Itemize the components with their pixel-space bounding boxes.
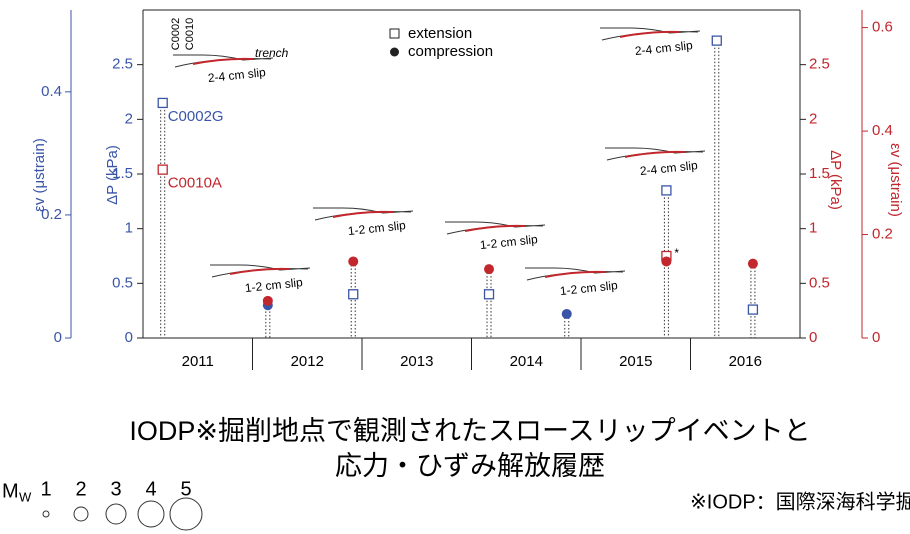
point <box>747 258 758 269</box>
y-tick-label: 1 <box>125 220 133 237</box>
mw-label: 4 <box>145 478 156 500</box>
legend-label: extension <box>408 25 472 42</box>
point <box>157 97 168 109</box>
legend-marker <box>390 47 399 57</box>
point <box>348 256 359 267</box>
y-axis-title: εv (μstrain) <box>31 138 48 212</box>
x-tick-label: 2011 <box>182 353 214 370</box>
inset-slip <box>332 210 394 218</box>
y2-tick-label: 0 <box>809 329 817 346</box>
mw-circle <box>42 510 50 518</box>
y-tick-label: 0.5 <box>112 274 133 291</box>
y2-tick-label: 2 <box>809 110 817 127</box>
y-tick-label: 0 <box>125 329 133 346</box>
inset-label: C0002 <box>170 18 182 50</box>
inset-slip <box>544 270 606 278</box>
inset-label: 1-2 cm slip <box>559 278 618 298</box>
inset-label: 2-4 cm slip <box>207 65 266 85</box>
inset-slip <box>624 150 686 158</box>
y2-tick-label: 1 <box>809 220 817 237</box>
annotation: * <box>674 246 679 260</box>
x-tick-label: 2013 <box>400 353 433 370</box>
legend-label: compression <box>408 43 493 60</box>
strain-tick-label: 0.6 <box>872 19 893 36</box>
point <box>661 256 672 267</box>
inset-label: 1-2 cm slip <box>479 232 538 252</box>
strain-tick-label: 0.2 <box>41 206 62 223</box>
series-label: C0002G <box>168 108 224 125</box>
mw-label: 1 <box>40 478 51 500</box>
y-axis-title: ΔP (kPa) <box>104 145 121 205</box>
mw-circle <box>137 500 165 528</box>
point <box>747 304 759 315</box>
y-tick-label: 2 <box>125 110 133 127</box>
x-tick-label: 2014 <box>510 353 543 370</box>
point <box>561 308 572 319</box>
mw-label: 3 <box>110 478 121 500</box>
inset-label: C0010 <box>184 18 196 50</box>
mw-circle <box>169 497 203 531</box>
x-tick-label: 2016 <box>729 353 762 370</box>
inset-label: 2-4 cm slip <box>639 158 698 178</box>
mw-circle <box>73 506 89 522</box>
mw-subscript: W <box>19 489 32 504</box>
inset-slip <box>192 57 254 65</box>
caption-line: 応力・ひずみ解放履歴 <box>335 451 605 481</box>
mw-label: 2 <box>75 478 86 500</box>
inset-slip <box>464 224 526 232</box>
point <box>483 289 495 300</box>
mw-circle <box>105 503 127 525</box>
x-tick-label: 2015 <box>619 353 652 370</box>
strain-tick-label: 0 <box>872 329 880 346</box>
point <box>262 295 273 306</box>
inset-label: 1-2 cm slip <box>347 218 406 238</box>
series-label: C0010A <box>168 175 222 192</box>
y-tick-label: 2.5 <box>112 56 133 73</box>
y2-axis-title: ΔP (kPa) <box>827 150 844 210</box>
strain-tick-label: 0.2 <box>872 225 893 242</box>
x-tick-label: 2012 <box>291 353 324 370</box>
point <box>484 264 495 275</box>
caption-note: ※IODP：国際深海科学掘削計画 <box>690 490 910 513</box>
strain-tick-label: 0 <box>54 329 62 346</box>
strain-tick-label: 0.4 <box>872 122 893 139</box>
inset-label: 2-4 cm slip <box>634 38 693 58</box>
inset-slip <box>619 30 681 38</box>
inset-label: 1-2 cm slip <box>244 275 303 295</box>
strain-tick-label: 0.4 <box>41 83 62 100</box>
point <box>711 35 722 46</box>
point <box>348 289 359 300</box>
y2-tick-label: 2.5 <box>809 56 830 73</box>
mw-symbol: M <box>2 480 19 502</box>
inset-label: trench <box>255 46 289 60</box>
legend-marker <box>389 28 400 39</box>
point <box>661 185 672 196</box>
mw-label: 5 <box>180 478 191 500</box>
point <box>157 164 168 175</box>
y2-tick-label: 1.5 <box>809 165 830 182</box>
caption-line: IODP※掘削地点で観測されたスロースリップイベントと <box>129 416 810 446</box>
y-tick-label: 1.5 <box>112 165 133 182</box>
inset-slip <box>229 267 291 275</box>
y2-tick-label: 0.5 <box>809 274 830 291</box>
y2-axis-title: εv (μstrain) <box>887 143 904 217</box>
